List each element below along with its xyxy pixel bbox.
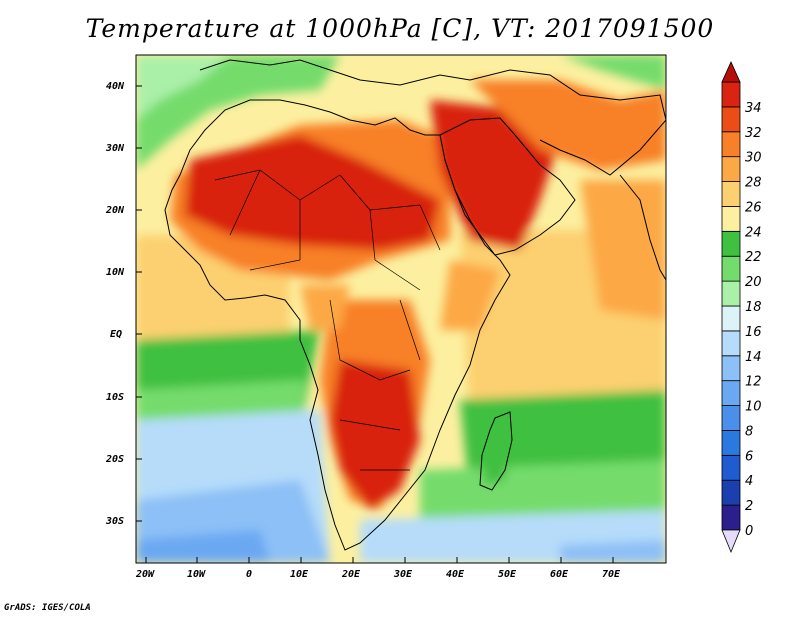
- field-madagascar-green: [478, 410, 510, 485]
- colorbar-label: 4: [745, 474, 753, 489]
- field-south-indian-cooler: [560, 540, 666, 563]
- colorbar-swatch: [721, 255, 741, 282]
- country-borders: [214, 169, 441, 471]
- lon-label: 10E: [290, 569, 309, 580]
- lat-label: 30S: [105, 516, 124, 527]
- colorbar-swatch: [721, 405, 741, 431]
- colorbar-swatch: [721, 81, 741, 108]
- colorbar-label: 30: [745, 151, 762, 166]
- colorbar-label: 2: [745, 499, 753, 514]
- lon-label: 20W: [135, 569, 155, 580]
- colorbar-label: 14: [745, 350, 762, 365]
- iran-coastline: [469, 69, 666, 176]
- africa-coastline: [164, 99, 511, 551]
- lon-label: 0: [246, 569, 252, 580]
- colorbar-label: 0: [745, 524, 753, 539]
- lat-label: 40N: [106, 81, 125, 92]
- colorbar-swatch: [721, 156, 741, 182]
- lat-label: EQ: [110, 329, 122, 340]
- colorbar-label: 20: [745, 275, 762, 290]
- lon-label: 10W: [187, 569, 206, 580]
- lon-label: 30E: [393, 569, 413, 580]
- colorbar-label: 26: [745, 200, 762, 215]
- colorbar-swatch: [721, 305, 741, 332]
- colorbar-swatch: [721, 380, 741, 406]
- lat-label: 30N: [105, 143, 125, 154]
- field-arabian-sea: [580, 180, 666, 320]
- colorbar-label: 22: [745, 250, 762, 265]
- field-caspian-green: [560, 55, 666, 90]
- colorbar-swatch: [721, 131, 741, 158]
- colorbar-label: 32: [745, 126, 762, 141]
- india-coastline: [619, 174, 666, 281]
- lon-label: 60E: [550, 569, 569, 580]
- arabia-coastline: [439, 117, 576, 256]
- lat-label: 20S: [105, 454, 124, 465]
- latitude-axis: 40N 30N 20N 10N EQ 10S 20S 30S: [105, 81, 142, 527]
- colorbar-label: 28: [745, 176, 762, 191]
- europe-coastline: [199, 59, 471, 86]
- temperature-field: [136, 55, 666, 563]
- colorbar-swatch: [721, 504, 741, 531]
- map-title: Temperature at 1000hPa [C], VT: 20170915…: [85, 14, 715, 43]
- colorbar-swatch: [721, 280, 741, 307]
- colorbar-over-arrow: [721, 61, 741, 83]
- lat-label: 20N: [105, 205, 125, 216]
- lon-label: 70E: [602, 569, 621, 580]
- lon-label: 50E: [498, 569, 517, 580]
- colorbar-swatch: [721, 454, 741, 481]
- colorbar-label: 18: [745, 300, 762, 315]
- lat-label: 10N: [106, 267, 125, 278]
- lon-label: 20E: [341, 569, 361, 580]
- coastlines: [164, 59, 666, 551]
- field-congo-basin: [300, 285, 350, 330]
- longitude-axis: 20W 10W 0 10E 20E 30E 40E 50E 60E 70E: [135, 557, 621, 580]
- colorbar-label: 34: [745, 101, 762, 116]
- colorbar-swatch: [721, 206, 741, 232]
- colorbar-swatch: [721, 330, 741, 357]
- field-southern-africa-red: [330, 360, 420, 510]
- colorbar-swatch: [721, 181, 741, 207]
- field-iran-orange: [470, 80, 666, 170]
- colorbar-label: 12: [745, 375, 762, 390]
- colorbar-swatch: [721, 230, 741, 257]
- map-frame: [135, 54, 667, 564]
- credit-text: GrADS: IGES/COLA: [4, 603, 91, 613]
- colorbar-swatch: [721, 479, 741, 506]
- madagascar-coastline: [479, 411, 513, 491]
- colorbar-label: 6: [745, 449, 753, 464]
- field-far-south-cold: [136, 530, 270, 563]
- field-horn-warm: [440, 260, 500, 330]
- colorbar-label: 8: [745, 424, 753, 439]
- lat-label: 10S: [106, 392, 124, 403]
- colorbar-swatch: [721, 430, 741, 456]
- colorbar-label: 16: [745, 325, 762, 340]
- lon-label: 40E: [446, 569, 465, 580]
- colorbar-under-arrow: [721, 529, 741, 554]
- colorbar-label: 10: [745, 400, 762, 415]
- field-north-atlantic-light: [136, 55, 230, 120]
- colorbar-swatch: [721, 355, 741, 382]
- colorbar-label: 24: [745, 225, 762, 240]
- colorbar-swatch: [721, 106, 741, 133]
